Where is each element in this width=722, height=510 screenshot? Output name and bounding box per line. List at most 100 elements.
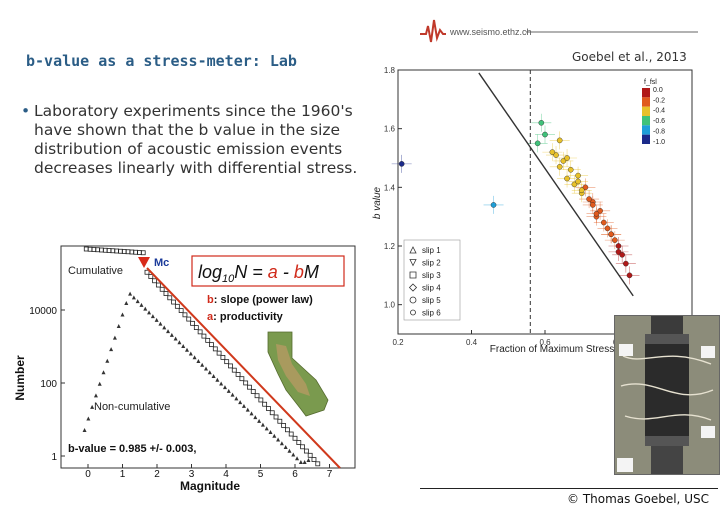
noncumulative-marker — [295, 456, 300, 461]
scatter-point — [578, 187, 585, 194]
copyright: © Thomas Goebel, USC — [567, 492, 709, 506]
scatter-point — [556, 137, 563, 144]
legend-b: b: slope (power law) — [207, 294, 313, 306]
scatter-point — [567, 166, 574, 173]
legend-entry: slip 2 — [422, 259, 441, 268]
noncumulative-marker — [215, 377, 220, 382]
noncumulative-marker — [279, 441, 284, 446]
noncumulative-marker — [150, 314, 155, 319]
colorbar-tick-label: 0.0 — [653, 87, 663, 94]
scatter-ylabel: b value — [372, 186, 383, 219]
cumulative-marker — [178, 308, 184, 313]
legend-marker-icon — [410, 309, 416, 316]
fmd-y-tick-label: 1 — [51, 452, 57, 463]
seismogram-icon — [420, 19, 446, 43]
fmd-y-ticks: 10000 100 1 — [29, 306, 65, 463]
cumulative-marker — [163, 291, 169, 296]
scatter-point — [560, 158, 567, 164]
cumulative-marker — [303, 448, 309, 454]
scatter-point — [612, 237, 618, 243]
noncumulative-marker — [302, 460, 307, 464]
scatter-point — [623, 260, 629, 267]
noncumulative-marker — [185, 347, 190, 352]
noncumulative-marker — [253, 415, 258, 420]
legend-marker-icon — [409, 271, 417, 279]
scatter-point — [398, 161, 405, 167]
header-url: www.seismo.ethz.ch — [449, 27, 532, 37]
bvalue-scatter: 0.20.40.60.81.01.21.41.61.8 Fraction of … — [372, 66, 693, 355]
noncumulative-marker — [86, 416, 91, 421]
fmd-x-tick-label: 7 — [327, 469, 333, 480]
scatter-point — [586, 196, 592, 202]
scatter-y-tick-label: 1.8 — [384, 66, 396, 75]
fmd-ylabel: Number — [13, 355, 27, 401]
scatter-point — [626, 272, 633, 279]
footer-rule — [420, 488, 718, 489]
scatter-x-tick-label: 0.6 — [539, 338, 551, 347]
scatter-points — [391, 113, 640, 285]
noncumulative-marker — [272, 433, 277, 438]
scatter-point — [582, 184, 589, 191]
noncumulative-marker — [135, 299, 140, 304]
colorbar-segment — [642, 125, 650, 135]
noncumulative-marker — [298, 459, 303, 464]
colorbar-segment — [642, 88, 650, 98]
cumulative-marker — [281, 423, 287, 428]
cumulative-marker — [216, 350, 222, 356]
fmd-x-tick-label: 2 — [154, 469, 160, 480]
scatter-point — [538, 120, 545, 126]
cumulative-marker — [277, 418, 283, 424]
noncumulative-marker — [112, 335, 117, 340]
scatter-point — [490, 202, 497, 208]
colorbar-segment — [642, 116, 650, 126]
colorbar-tick-label: -0.2 — [653, 97, 665, 104]
scatter-point — [619, 251, 625, 258]
noncumulative-marker — [283, 445, 288, 450]
cumulative-marker — [140, 250, 146, 256]
bullet-item: • Laboratory experiments since the 1960'… — [21, 102, 362, 178]
noncumulative-marker — [131, 295, 136, 300]
legend-marker-icon — [408, 283, 418, 292]
noncumulative-marker — [162, 325, 167, 330]
colorbar-tick-label: -0.4 — [653, 108, 665, 115]
cumulative-marker — [212, 346, 218, 352]
fmd-x-tick-label: 5 — [258, 469, 264, 480]
cumulative-marker — [205, 337, 211, 343]
noncumulative-marker — [143, 306, 148, 311]
cumulative-marker — [296, 440, 302, 445]
noncumulative-marker — [169, 332, 174, 337]
bullet-dot-icon: • — [21, 102, 31, 120]
cumulative-marker — [231, 367, 237, 373]
scatter-point — [597, 207, 603, 214]
noncumulative-marker — [238, 400, 243, 405]
bvalue-text: b-value = 0.985 +/- 0.003, — [68, 443, 196, 455]
cumulative-marker — [269, 410, 275, 416]
cumulative-markers — [83, 246, 321, 467]
scatter-point — [608, 231, 614, 238]
noncumulative-marker — [158, 321, 163, 326]
fmd-x-tick-label: 6 — [292, 469, 298, 480]
noncumulative-label: Non-cumulative — [94, 401, 170, 413]
scatter-point — [556, 164, 563, 170]
noncumulative-marker — [245, 407, 250, 412]
equation-box — [191, 255, 345, 287]
noncumulative-marker — [188, 351, 193, 356]
cumulative-marker — [247, 384, 252, 390]
noncumulative-marker — [264, 426, 269, 431]
noncumulative-marker — [287, 448, 292, 453]
scatter-point — [553, 152, 559, 158]
colorbar-segment — [642, 106, 650, 116]
legend-entry: slip 1 — [422, 246, 441, 255]
seismo-logo: www.seismo.ethz.ch — [420, 19, 698, 43]
noncumulative-marker — [166, 329, 171, 334]
legend-entry: slip 3 — [422, 271, 441, 280]
scatter-point — [549, 149, 556, 155]
fmd-x-tick-label: 4 — [223, 469, 229, 480]
noncumulative-marker — [211, 373, 216, 378]
cumulative-marker — [239, 376, 245, 382]
fit-line — [146, 267, 341, 469]
cumulative-marker — [292, 435, 298, 441]
cumulative-marker — [224, 359, 230, 365]
california-map — [267, 331, 329, 417]
scatter-point — [575, 178, 581, 185]
